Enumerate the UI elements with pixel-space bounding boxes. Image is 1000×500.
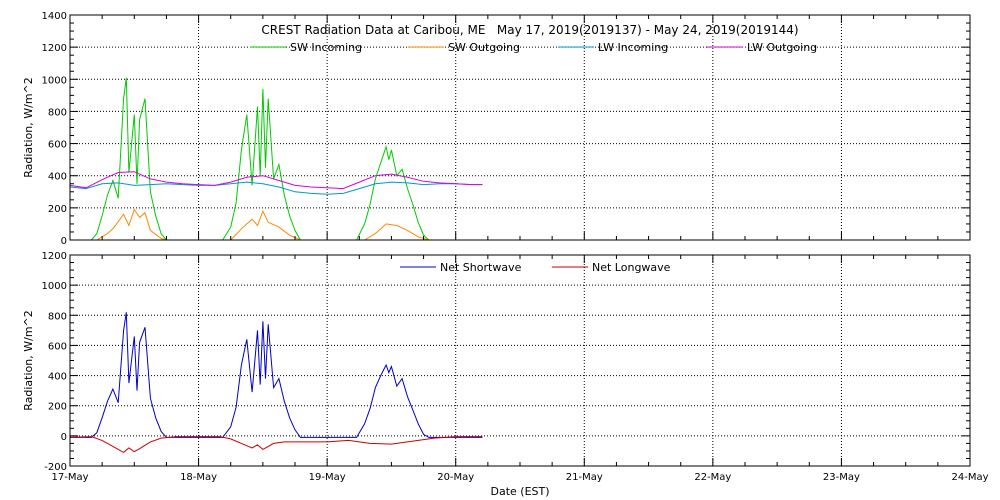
legend-label: SW Outgoing <box>448 41 520 54</box>
y-tick-label: 0 <box>61 236 67 247</box>
series-line-sw-outgoing <box>70 208 430 241</box>
panel-components: 0 200 400 600 800 1000 1200 1400 Radiation, W/m^… <box>22 11 971 247</box>
x-tick-label: 23-May <box>823 472 860 483</box>
y-tick-label: 400 <box>48 372 67 383</box>
legend-label: LW Incoming <box>598 41 668 54</box>
y-tick-label: -200 <box>44 462 67 473</box>
x-tick-label: 22-May <box>694 472 731 483</box>
y-axis-label: Radiation, W/m^2 <box>22 77 35 178</box>
series-line-net-shortwave <box>70 312 483 438</box>
x-tick-label: 24-May <box>951 472 988 483</box>
panel-net: -200 0 200 400 600 800 1000 1200 17-May 18-May 19-… <box>22 251 989 498</box>
y-tick-label: 600 <box>48 341 67 352</box>
x-tick-label: 20-May <box>437 472 474 483</box>
y-tick-label: 1200 <box>42 43 67 54</box>
x-tick-label: 19-May <box>309 472 346 483</box>
series-line-net-longwave <box>69 436 483 454</box>
legend-label: Net Shortwave <box>440 261 522 274</box>
plot-frame <box>69 254 971 467</box>
y-tick-label: 600 <box>48 140 67 151</box>
legend-label: SW Incoming <box>290 41 362 54</box>
y-tick-label: 1000 <box>42 281 67 292</box>
y-tick-label: 800 <box>48 107 67 118</box>
y-tick-label: 200 <box>48 204 67 215</box>
x-tick-label: 21-May <box>566 472 603 483</box>
y-tick-label: 0 <box>61 432 67 443</box>
legend-label: LW Outgoing <box>747 41 817 54</box>
series-line-lw-outgoing <box>69 171 483 190</box>
y-tick-label: 1200 <box>42 251 67 262</box>
chart-title: CREST Radiation Data at Caribou, ME May … <box>261 23 798 37</box>
series-line-sw-incoming <box>70 77 430 241</box>
y-tick-label: 200 <box>48 402 67 413</box>
y-tick-label: 800 <box>48 311 67 322</box>
y-tick-label: 1400 <box>42 11 67 22</box>
x-axis-label: Date (EST) <box>490 485 549 498</box>
x-tick-label: 18-May <box>180 472 217 483</box>
legend-label: Net Longwave <box>592 261 671 274</box>
y-tick-label: 400 <box>48 172 67 183</box>
y-tick-label: 1000 <box>42 75 67 86</box>
series-line-lw-incoming <box>69 181 483 195</box>
x-tick-label: 17-May <box>51 472 88 483</box>
y-axis-label: Radiation, W/m^2 <box>22 310 35 411</box>
